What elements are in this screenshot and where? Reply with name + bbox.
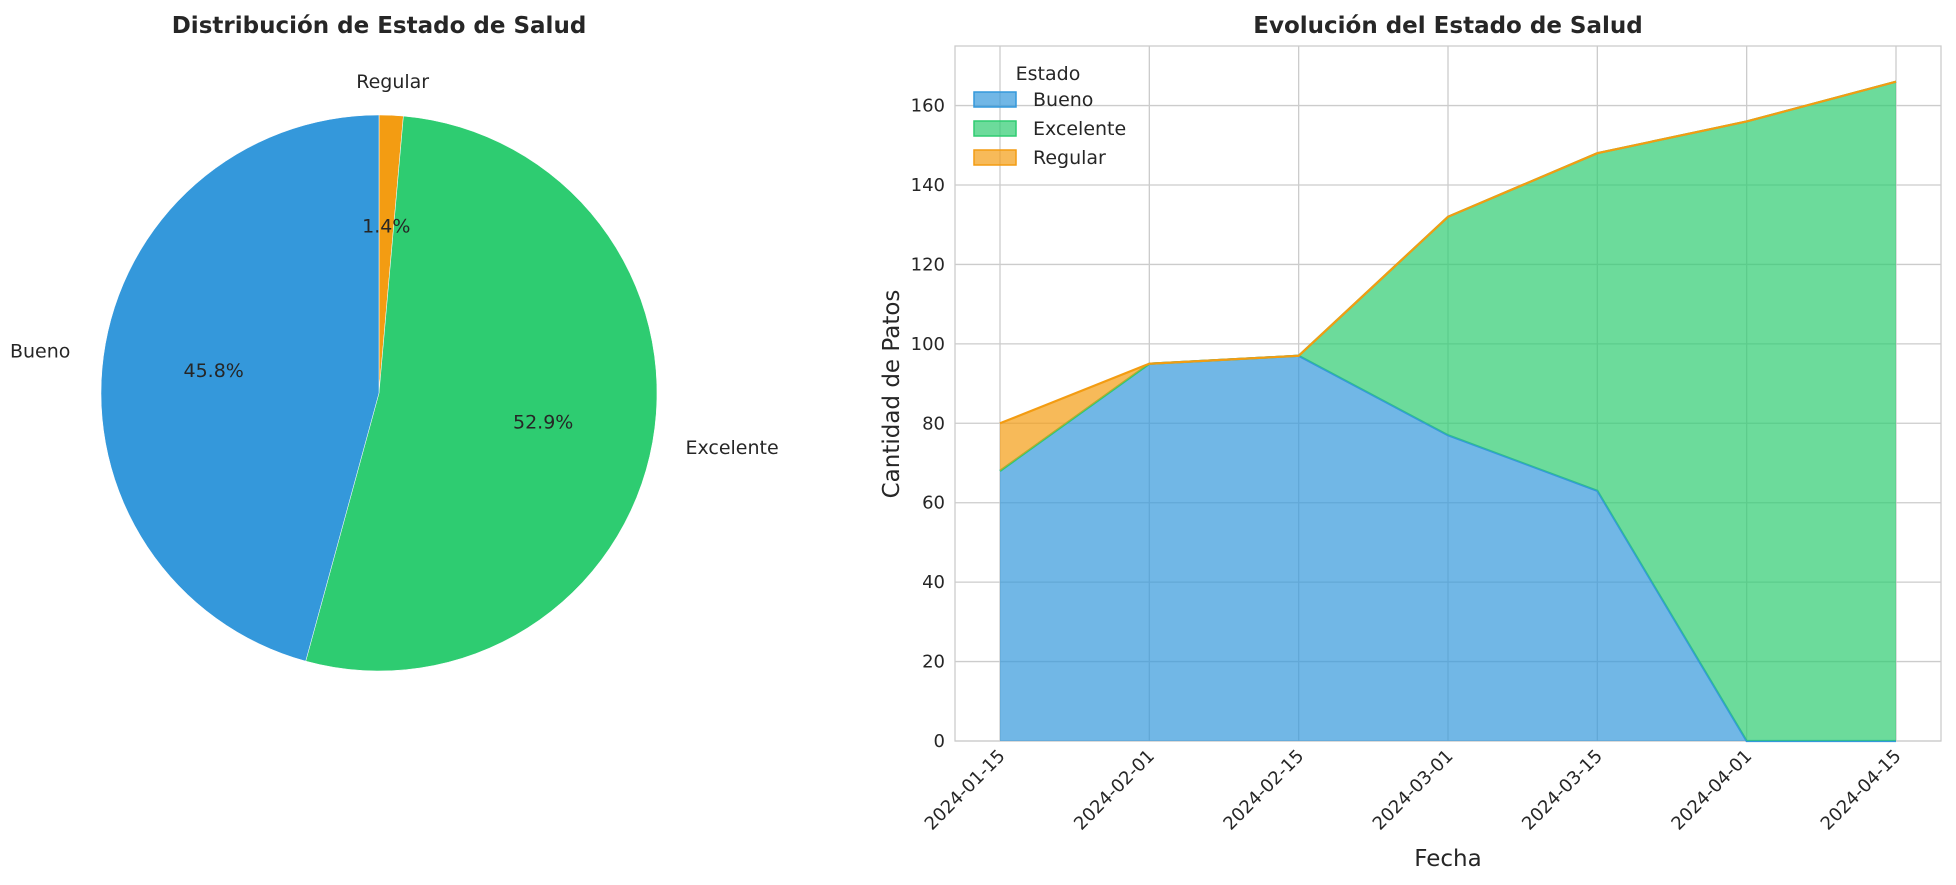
pie-label-regular: Regular: [356, 71, 429, 93]
area-line-regular: [999, 80, 1897, 425]
y-tick-label: 0: [934, 731, 945, 752]
y-tick-label: 40: [922, 572, 945, 593]
pie-slice-excelente: [305, 115, 658, 672]
legend-swatch-excelente: [973, 120, 1017, 137]
y-tick-label: 60: [922, 493, 945, 514]
x-tick-label: 2024-04-15: [1817, 746, 1906, 835]
y-tick-label: 140: [911, 175, 945, 196]
area-title: Evolución del Estado de Salud: [1253, 13, 1642, 39]
legend: Estado Bueno Excelente Regular: [973, 63, 1126, 169]
y-tick-label: 160: [911, 96, 945, 117]
y-tick-label: 80: [922, 413, 945, 434]
x-tick-label: 2024-03-01: [1369, 746, 1458, 835]
area-bueno: [1000, 355, 1896, 741]
x-tick-label: 2024-03-15: [1518, 746, 1607, 835]
pie-slice-bueno: [100, 114, 380, 662]
area-chart: Evolución del Estado de Salud 0 20 40 60 80 1…: [879, 13, 1942, 872]
legend-swatch-bueno: [973, 91, 1017, 108]
y-tick-label: 120: [911, 254, 945, 275]
pie-label-excelente: Excelente: [685, 437, 778, 459]
pie-chart: Distribución de Estado de Salud Regular 1…: [10, 13, 779, 672]
y-axis-label: Cantidad de Patos: [879, 290, 905, 499]
y-tick-label: 100: [911, 334, 945, 355]
x-tick-label: 2024-01-15: [921, 746, 1010, 835]
pie-pct-bueno: 45.8%: [184, 360, 244, 382]
legend-title: Estado: [1016, 63, 1081, 85]
x-axis-label: Fecha: [1414, 846, 1481, 872]
x-tick-label: 2024-02-15: [1219, 746, 1308, 835]
legend-swatch-regular: [973, 149, 1017, 166]
pie-title: Distribución de Estado de Salud: [172, 13, 587, 39]
pie-label-bueno: Bueno: [10, 341, 70, 363]
pie-pct-regular: 1.4%: [362, 215, 410, 237]
x-tick-label: 2024-02-01: [1070, 746, 1159, 835]
legend-label-excelente: Excelente: [1033, 118, 1126, 140]
legend-label-regular: Regular: [1033, 147, 1106, 169]
area-excelente: [1000, 81, 1896, 741]
pie-pct-excelente: 52.9%: [513, 411, 573, 433]
x-tick-label: 2024-04-01: [1667, 746, 1756, 835]
legend-label-bueno: Bueno: [1033, 89, 1093, 111]
y-tick-label: 20: [922, 652, 945, 673]
